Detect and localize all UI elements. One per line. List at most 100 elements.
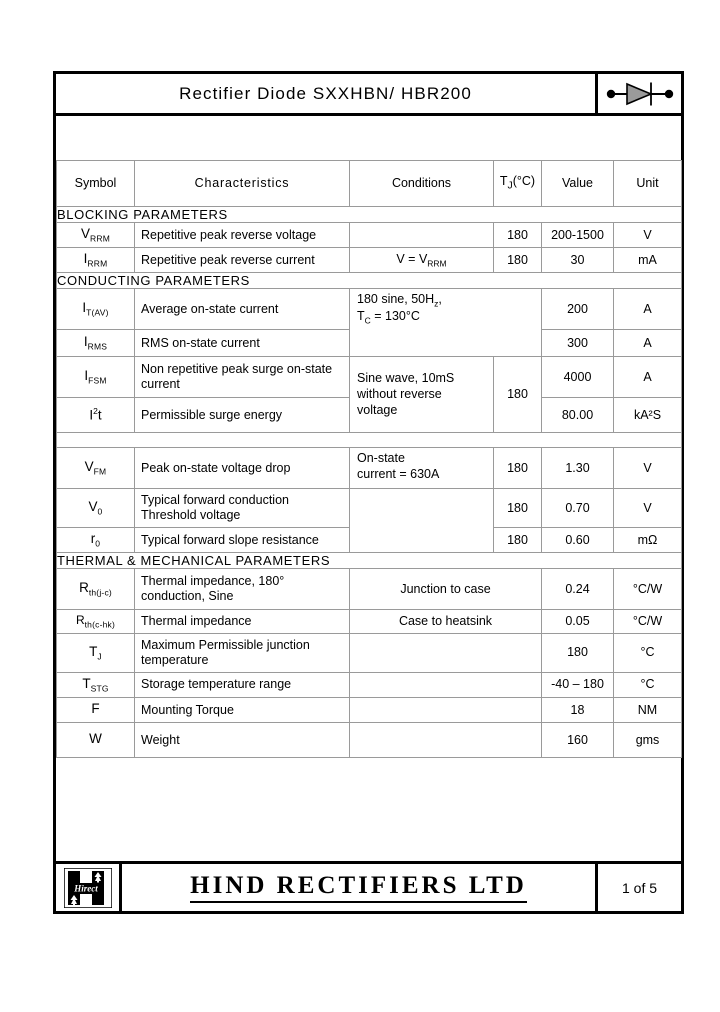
row-unit-vfm: V [643, 460, 652, 475]
row-tj-irrm: 180 [507, 252, 528, 267]
row-conditions-rthjc: Junction to case [400, 581, 491, 596]
section-title-conducting: CONDUCTING PARAMETERS [56, 272, 682, 290]
row-symbol-tstg: TSTG [82, 676, 109, 694]
col-header-value: Value [561, 175, 594, 190]
row-tj-vfm: 180 [507, 460, 528, 475]
row-characteristics-vrrm: Repetitive peak reverse voltage [141, 227, 317, 242]
specification-table: Symbol Characteristics Conditions TJ(°C)… [56, 159, 682, 759]
page-title: Rectifier Diode SXXHBN/ HBR200 [179, 83, 472, 103]
page-footer: Hirect HIND RECTIFIERS LTD 1 of 5 [56, 861, 681, 911]
row-conditions-w [350, 737, 541, 743]
row-symbol-irms: IRMS [83, 334, 108, 352]
row-value-tstg: -40 – 180 [551, 677, 604, 692]
page-number: 1 of 5 [595, 864, 681, 911]
table-row: Rth(j-c) Thermal impedance, 180° conduct… [56, 568, 682, 611]
tj-subscript: J [507, 180, 513, 192]
row-symbol-r0: r0 [90, 531, 101, 549]
row-symbol-ifsm: IFSM [84, 368, 107, 386]
row-unit-rthjc: °C/W [632, 581, 663, 596]
table-header-row: Symbol Characteristics Conditions TJ(°C)… [56, 159, 682, 208]
company-name: HIND RECTIFIERS LTD [190, 872, 527, 903]
row-characteristics-vfm: Peak on-state voltage drop [141, 460, 291, 475]
row-symbol-f: F [91, 701, 100, 717]
row-unit-vrrm: V [643, 227, 652, 242]
row-characteristics-rthchk: Thermal impedance [141, 614, 252, 629]
section-conducting: CONDUCTING PARAMETERS [56, 272, 682, 290]
row-characteristics-irms: RMS on-state current [141, 335, 260, 350]
table-row: Rth(c-hk) Thermal impedance Case to heat… [56, 609, 682, 635]
row-symbol-i2t: I2t [89, 406, 102, 423]
logo-text: Hirect [73, 883, 98, 893]
row-unit-tj: °C [640, 645, 655, 660]
row-value-w: 160 [567, 732, 588, 747]
row-conditions-ifsm: Sine wave, 10mS without reverse voltage [357, 371, 455, 417]
row-symbol-vrrm: VRRM [81, 226, 110, 244]
spec-table-area: Symbol Characteristics Conditions TJ(°C)… [56, 116, 682, 857]
page-frame: Rectifier Diode SXXHBN/ HBR200 [53, 71, 684, 914]
row-unit-f: NM [637, 702, 658, 717]
row-characteristics-w: Weight [141, 732, 180, 747]
row-characteristics-f: Mounting Torque [141, 702, 234, 717]
row-value-v0: 0.70 [565, 500, 590, 515]
table-row: F Mounting Torque 18 NM [56, 697, 682, 724]
row-characteristics-irrm: Repetitive peak reverse current [141, 252, 315, 267]
row-unit-itav: A [643, 301, 652, 316]
row-unit-irms: A [643, 335, 652, 350]
top-spacer [56, 116, 681, 160]
row-unit-v0: V [643, 500, 652, 515]
row-value-vfm: 1.30 [565, 460, 590, 475]
row-value-vrrm: 200-1500 [551, 227, 604, 242]
diode-symbol-cell [595, 74, 681, 113]
table-row: W Weight 160 gms [56, 722, 682, 759]
row-value-f: 18 [570, 702, 585, 717]
row-characteristics-ifsm: Non repetitive peak surge on-state curre… [141, 362, 333, 392]
row-conditions-rthchk: Case to heatsink [398, 613, 493, 628]
table-row: TSTG Storage temperature range -40 – 180… [56, 672, 682, 699]
table-row: VFM Peak on-state voltage drop On-state … [56, 447, 682, 490]
row-symbol-rthjc: Rth(j-c) [79, 580, 112, 598]
row-value-i2t: 80.00 [561, 407, 594, 422]
row-characteristics-r0: Typical forward slope resistance [141, 532, 319, 547]
table-row: I2t Permissible surge energy 80.00 kA²S [56, 397, 682, 434]
row-unit-ifsm: A [643, 369, 652, 384]
row-symbol-w: W [89, 731, 102, 747]
row-symbol-tj: TJ [89, 644, 102, 662]
section-title-blocking: BLOCKING PARAMETERS [56, 206, 682, 224]
row-tj-r0: 180 [507, 532, 528, 547]
row-characteristics-v0: Typical forward conduction Threshold vol… [141, 493, 289, 523]
row-value-tj: 180 [567, 645, 588, 660]
table-row: IRMS RMS on-state current 300 A [56, 329, 682, 358]
tj-unit: (°C) [512, 174, 536, 188]
col-header-characteristics: Characteristics [194, 175, 290, 190]
table-row: TJ Maximum Permissible junction temperat… [56, 633, 682, 674]
row-conditions-f [350, 707, 541, 713]
row-conditions-itav: 180 sine, 50Hz, TC = 130°C [357, 292, 442, 326]
row-symbol-v0: V0 [88, 499, 103, 517]
row-tj-v0: 180 [507, 500, 528, 515]
row-unit-rthchk: °C/W [632, 614, 663, 629]
row-value-r0: 0.60 [565, 532, 590, 547]
row-characteristics-rthjc: Thermal impedance, 180° conduction, Sine [141, 574, 285, 604]
table-row: IFSM Non repetitive peak surge on-state … [56, 356, 682, 434]
row-gap [56, 432, 682, 449]
table-row: V0 Typical forward conduction Threshold … [56, 488, 682, 554]
row-value-itav: 200 [567, 301, 588, 316]
table-row: IT(AV) Average on-state current 180 sine… [56, 288, 682, 358]
row-tj-ifsm: 180 [507, 387, 528, 402]
table-row: r0 Typical forward slope resistance 180 … [56, 527, 682, 554]
col-header-unit: Unit [636, 175, 659, 190]
diode-symbol-icon [606, 82, 673, 105]
row-characteristics-i2t: Permissible surge energy [141, 407, 283, 422]
row-conditions-vrrm [350, 232, 493, 238]
section-blocking: BLOCKING PARAMETERS [56, 206, 682, 224]
section-title-thermal: THERMAL & MECHANICAL PARAMETERS [56, 552, 682, 570]
col-header-conditions: Conditions [391, 175, 452, 190]
table-row: VRRM Repetitive peak reverse voltage 180… [56, 222, 682, 249]
tj-letter: T [499, 174, 508, 188]
row-unit-irrm: mA [638, 252, 657, 267]
row-value-rthchk: 0.05 [565, 614, 590, 629]
row-unit-tstg: °C [640, 677, 655, 692]
logo-cell: Hirect [56, 864, 122, 911]
row-conditions-tj [350, 650, 541, 656]
